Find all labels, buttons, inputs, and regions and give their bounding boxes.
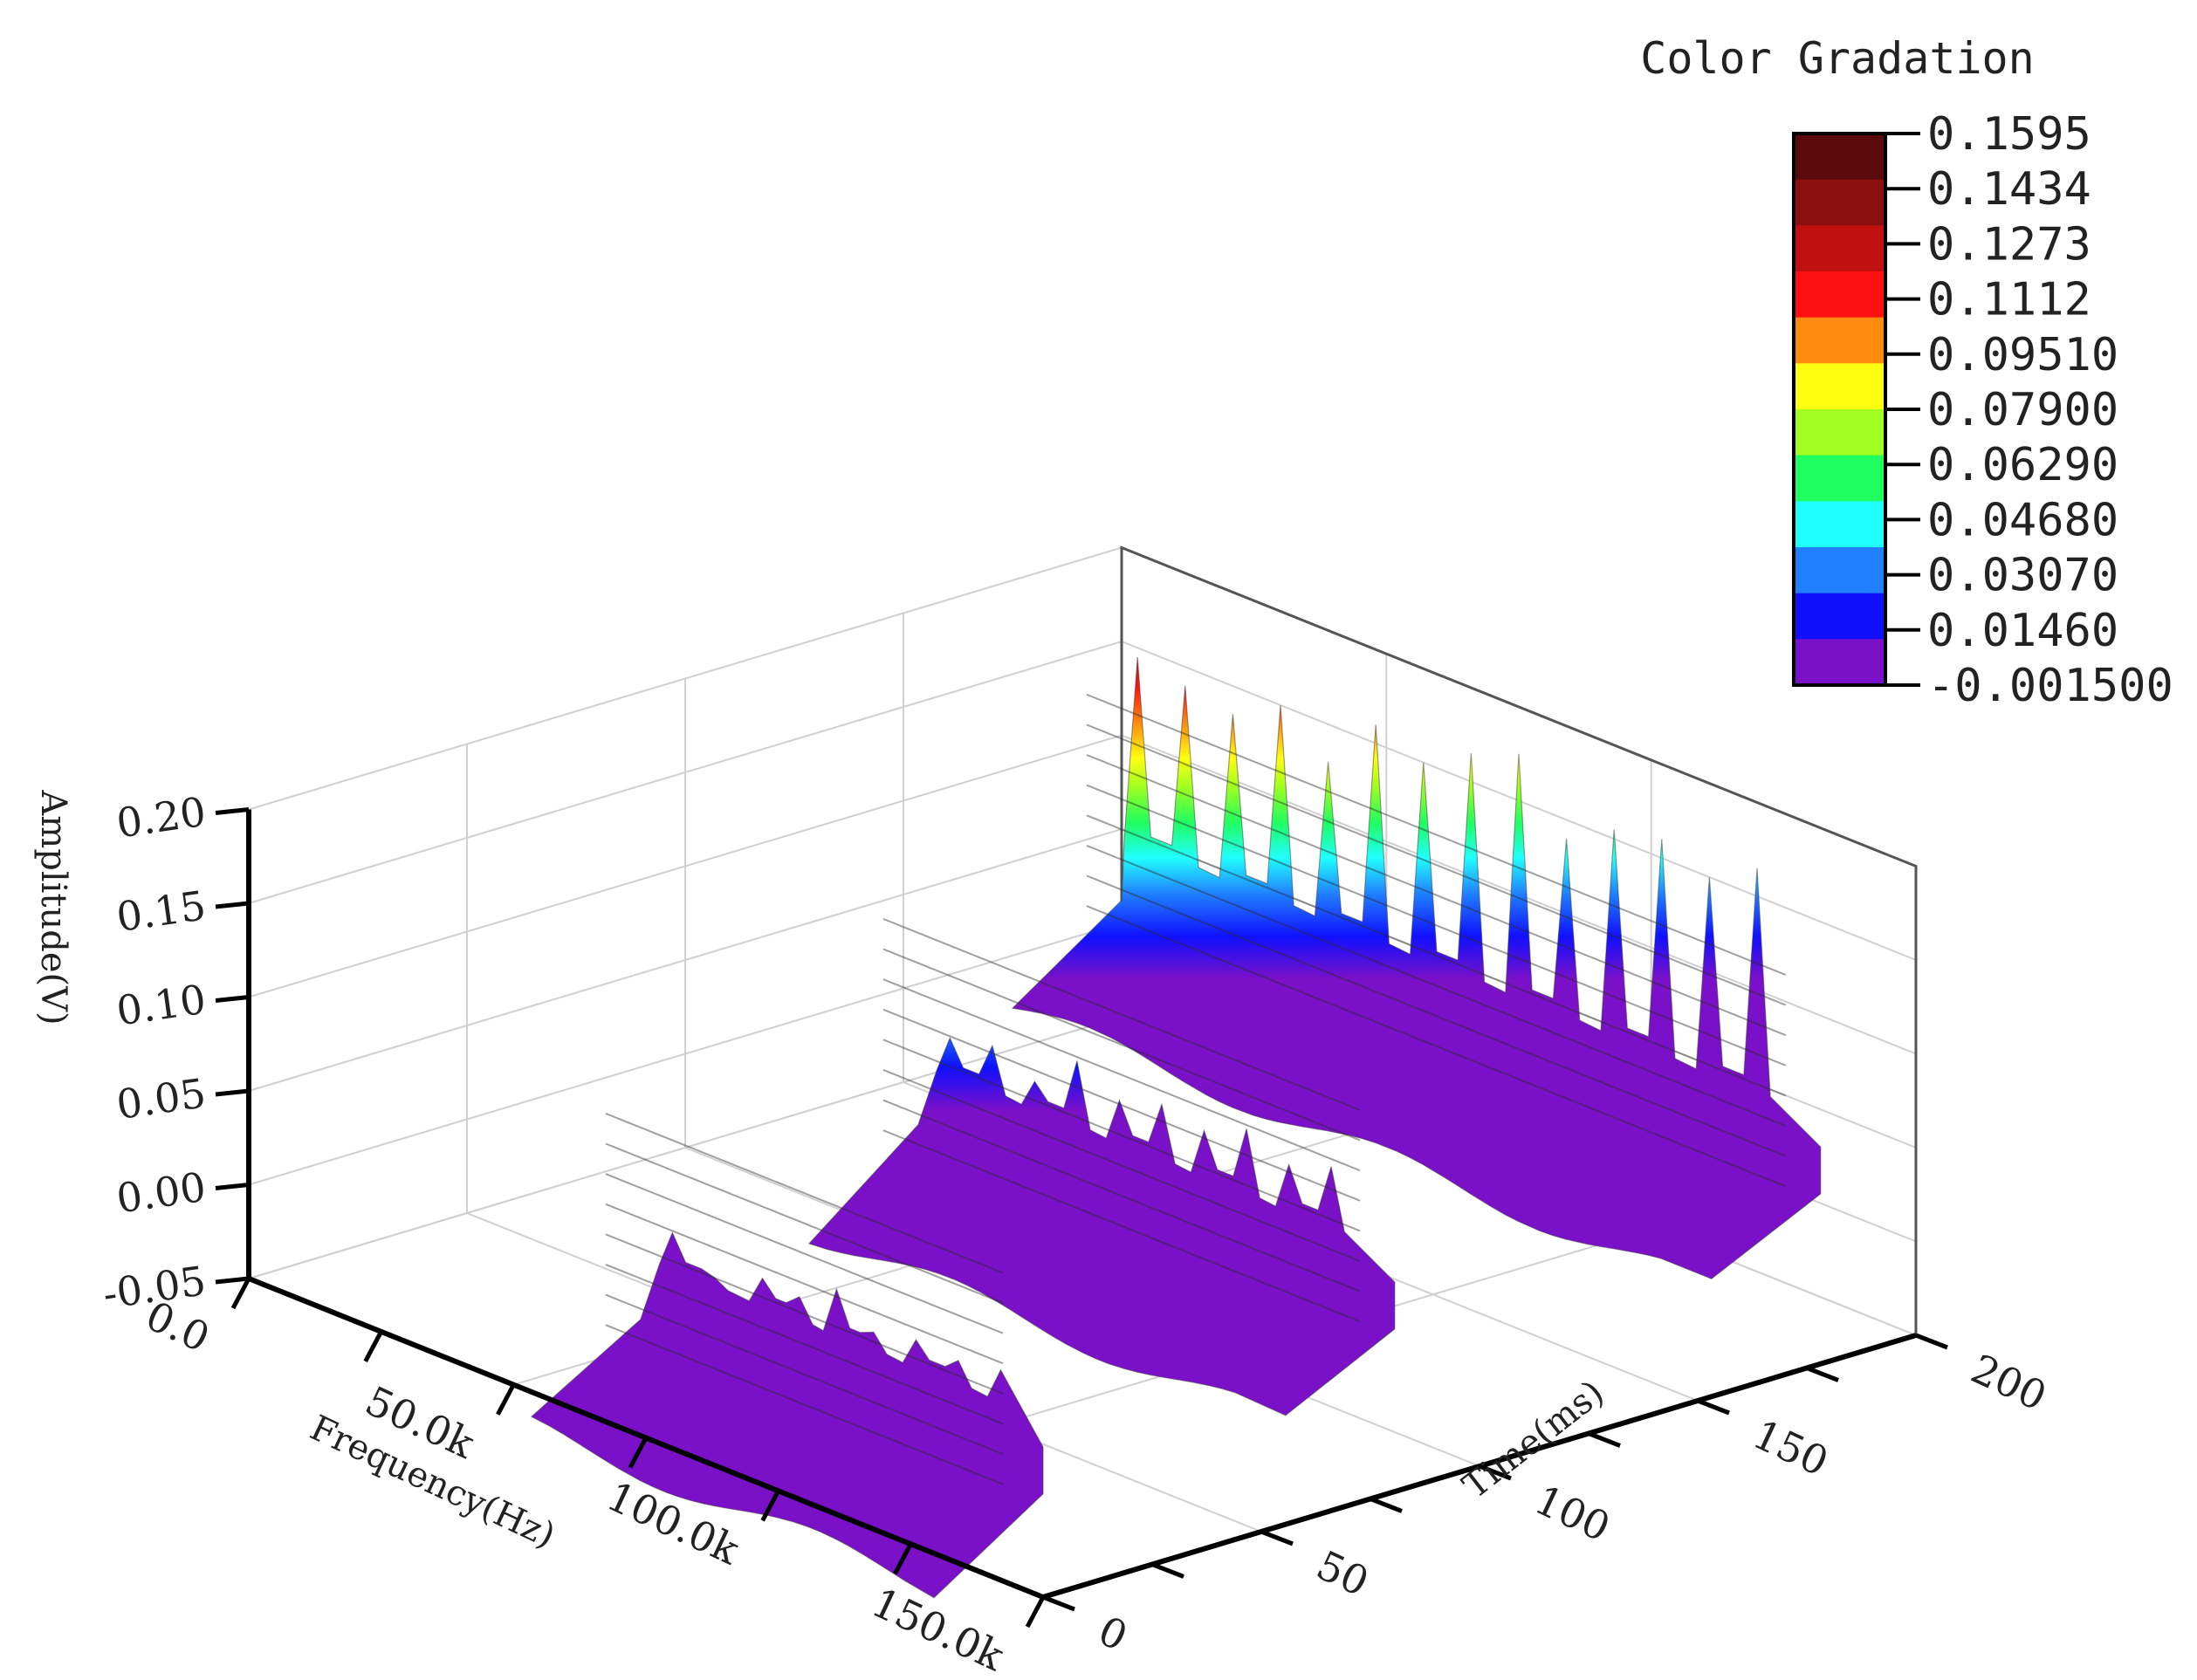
- contour-line: [605, 1142, 1004, 1304]
- surface-ridge: [530, 1231, 1044, 1599]
- x-tick: [1025, 1595, 1046, 1629]
- contour-line: [605, 1233, 1004, 1395]
- y-tick-label: 100: [1528, 1476, 1617, 1551]
- colorbar-swatch: [1794, 455, 1885, 502]
- y-tick: [1479, 1464, 1512, 1481]
- y-tick: [1915, 1333, 1948, 1350]
- y-tick-label: 50: [1309, 1541, 1376, 1606]
- contour-line: [1086, 693, 1787, 976]
- colorbar-swatch: [1794, 409, 1885, 456]
- contour-line: [882, 1099, 1361, 1293]
- colorbar-label: 0.1112: [1927, 274, 2091, 326]
- contour-line: [605, 1324, 1004, 1485]
- contour-line: [605, 1112, 1004, 1274]
- contour-line: [1086, 723, 1787, 1006]
- contour-line: [1086, 784, 1787, 1066]
- x-tick: [363, 1330, 383, 1363]
- contour-line: [882, 1008, 1361, 1202]
- colorbar-label: 0.1595: [1927, 108, 2091, 161]
- surface-ridge: [807, 1036, 1396, 1416]
- contour-line: [1086, 754, 1787, 1037]
- colorbar-swatch: [1794, 593, 1885, 640]
- surface: [530, 656, 1822, 1599]
- x-tick: [760, 1490, 780, 1522]
- y-tick-label: 150: [1746, 1410, 1835, 1485]
- contour-line: [1086, 905, 1787, 1188]
- contour-line: [882, 917, 1361, 1111]
- grid-line-z: [248, 546, 1917, 867]
- y-tick-label: 0: [1091, 1607, 1134, 1660]
- x-tick: [230, 1277, 251, 1310]
- colorbar-label: -0.001500: [1927, 660, 2173, 712]
- z-tick-label: 0.10: [113, 976, 209, 1035]
- contour-line: [605, 1293, 1004, 1456]
- colorbar-swatch: [1794, 317, 1885, 364]
- colorbar-label: 0.07900: [1927, 384, 2118, 436]
- z-tick: [215, 1183, 250, 1190]
- surface-band: [1011, 656, 1822, 1279]
- x-tick: [893, 1542, 913, 1575]
- colorbar-label: 0.01460: [1927, 605, 2118, 657]
- y-tick: [1151, 1562, 1184, 1579]
- z-tick-label: 0.15: [113, 881, 209, 941]
- colorbar-label: 0.04680: [1927, 494, 2118, 546]
- colorbar-swatch: [1794, 501, 1885, 548]
- contour-line: [882, 948, 1361, 1142]
- colorbar-title: Color Gradation: [1640, 33, 2035, 84]
- z-tick: [215, 807, 250, 815]
- colorbar-label: 0.03070: [1927, 550, 2118, 602]
- colorbar-swatch: [1794, 363, 1885, 410]
- y-tick: [1806, 1366, 1839, 1382]
- z-axis-title: Amplitude(V): [33, 789, 73, 1025]
- x-tick: [496, 1383, 516, 1416]
- surface-band: [807, 917, 1396, 1416]
- colorbar-swatch: [1794, 547, 1885, 594]
- y-axis-title: Time(ms): [1456, 1373, 1612, 1507]
- colorbar-label: 0.1273: [1927, 218, 2091, 271]
- colorbar-swatch: [1794, 639, 1885, 686]
- y-tick: [1260, 1529, 1294, 1546]
- x-tick: [628, 1437, 649, 1469]
- z-tick: [215, 1276, 250, 1285]
- contour-line: [882, 978, 1361, 1172]
- contour-line: [882, 1129, 1361, 1323]
- colorbar-swatch: [1794, 179, 1885, 226]
- z-tick: [215, 901, 250, 909]
- y-tick: [1042, 1594, 1075, 1612]
- contour-line: [882, 1039, 1361, 1232]
- y-tick: [1697, 1398, 1730, 1416]
- contour-line: [1086, 814, 1787, 1097]
- back-frame: [1120, 545, 1918, 1335]
- colorbar-legend: Color Gradation 0.15950.14340.12730.1112…: [1640, 33, 2173, 712]
- colorbar-swatch: [1794, 225, 1885, 272]
- y-tick-label: 200: [1964, 1345, 2053, 1420]
- contour-line: [605, 1203, 1004, 1365]
- z-tick-label: 0.05: [113, 1069, 209, 1128]
- contour-line: [605, 1173, 1004, 1334]
- surface-band: [530, 1112, 1044, 1599]
- colorbar-swatch: [1794, 134, 1885, 181]
- colorbar-label: 0.09510: [1927, 329, 2118, 381]
- surface-ridge: [1011, 656, 1822, 1279]
- y-tick: [1370, 1497, 1403, 1513]
- contour-line: [882, 1068, 1361, 1262]
- y-tick: [1588, 1431, 1621, 1448]
- z-tick-label: 0.00: [113, 1163, 209, 1223]
- colorbar-label: 0.1434: [1927, 163, 2091, 216]
- contour-line: [1086, 874, 1787, 1157]
- z-tick: [215, 995, 250, 1003]
- contour-line: [1086, 844, 1787, 1128]
- colorbar-swatch: [1794, 271, 1885, 319]
- z-tick: [215, 1088, 250, 1097]
- contour-line: [605, 1263, 1004, 1425]
- z-tick-label: 0.20: [113, 788, 209, 847]
- colorbar-label: 0.06290: [1927, 439, 2118, 491]
